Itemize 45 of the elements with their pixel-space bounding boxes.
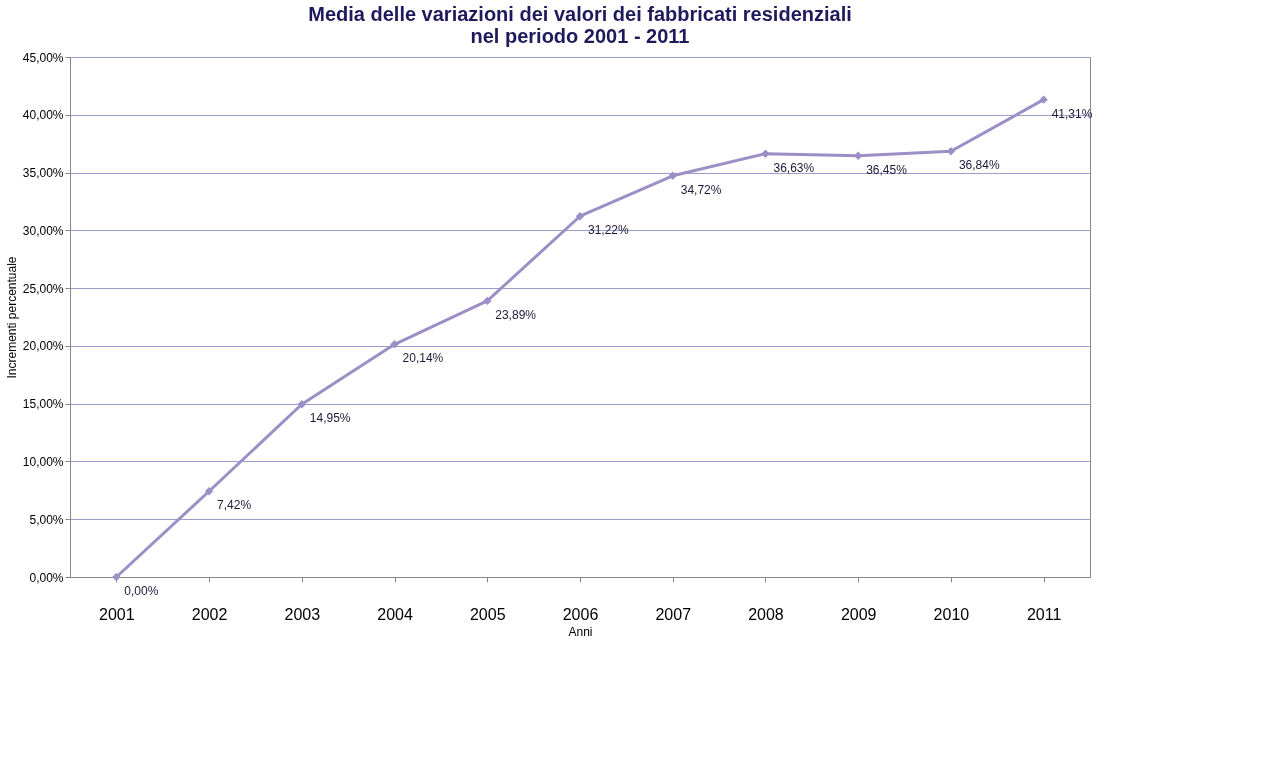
point bbox=[1039, 95, 1048, 104]
y-tick-label: 30,00% bbox=[22, 223, 64, 238]
x-tick-label: 2005 bbox=[469, 605, 506, 623]
point bbox=[575, 212, 585, 221]
point bbox=[668, 171, 677, 180]
point bbox=[297, 400, 306, 409]
data-label: 7,42% bbox=[217, 498, 252, 513]
y-axis-title: Incrementi percentuale bbox=[4, 256, 19, 379]
y-tick-label: 35,00% bbox=[22, 166, 64, 181]
x-tick-label: 2009 bbox=[840, 605, 877, 623]
point bbox=[390, 340, 399, 349]
data-label: 14,95% bbox=[309, 411, 351, 426]
data-label: 36,63% bbox=[773, 160, 815, 175]
y-tick-label: 5,00% bbox=[29, 512, 64, 527]
text: nel periodo 2001 - 2011 bbox=[470, 25, 690, 47]
x-tick-label: 2002 bbox=[191, 605, 228, 623]
data-label: 20,14% bbox=[402, 351, 444, 366]
x-tick-label: 2007 bbox=[655, 605, 692, 623]
data-label: 36,84% bbox=[958, 158, 1000, 173]
data-label: 0,00% bbox=[124, 584, 159, 598]
y-tick-label: 0,00% bbox=[29, 570, 64, 585]
data-label: 36,45% bbox=[866, 162, 908, 177]
x-tick-label: 2010 bbox=[933, 605, 970, 623]
text: Media delle variazioni dei valori dei fabbricati residenziali bbox=[308, 3, 852, 25]
data-label: 41,31% bbox=[1051, 106, 1093, 121]
data-label: 23,89% bbox=[495, 307, 537, 322]
y-tick-label: 25,00% bbox=[22, 281, 64, 296]
data-label: 34,72% bbox=[680, 182, 722, 197]
point bbox=[112, 572, 121, 582]
point bbox=[761, 149, 770, 158]
y-tick-label: 40,00% bbox=[22, 108, 64, 123]
point bbox=[204, 487, 214, 496]
x-tick-label: 2006 bbox=[562, 605, 599, 623]
y-tick-label: 45,00% bbox=[22, 50, 64, 65]
y-tick-label: 10,00% bbox=[22, 454, 64, 469]
y-tick-label: 20,00% bbox=[22, 339, 64, 354]
data-label: 31,22% bbox=[588, 223, 630, 238]
y-tick-label: 15,00% bbox=[22, 397, 64, 412]
point bbox=[483, 296, 492, 306]
x-tick-label: 2004 bbox=[377, 605, 413, 623]
x-tick-label: 2003 bbox=[284, 605, 321, 623]
x-axis-title: Anni bbox=[568, 624, 593, 639]
x-tick-label: 2001 bbox=[99, 605, 135, 623]
x-tick-label: 2008 bbox=[748, 605, 784, 623]
x-tick-label: 2011 bbox=[1026, 605, 1062, 623]
